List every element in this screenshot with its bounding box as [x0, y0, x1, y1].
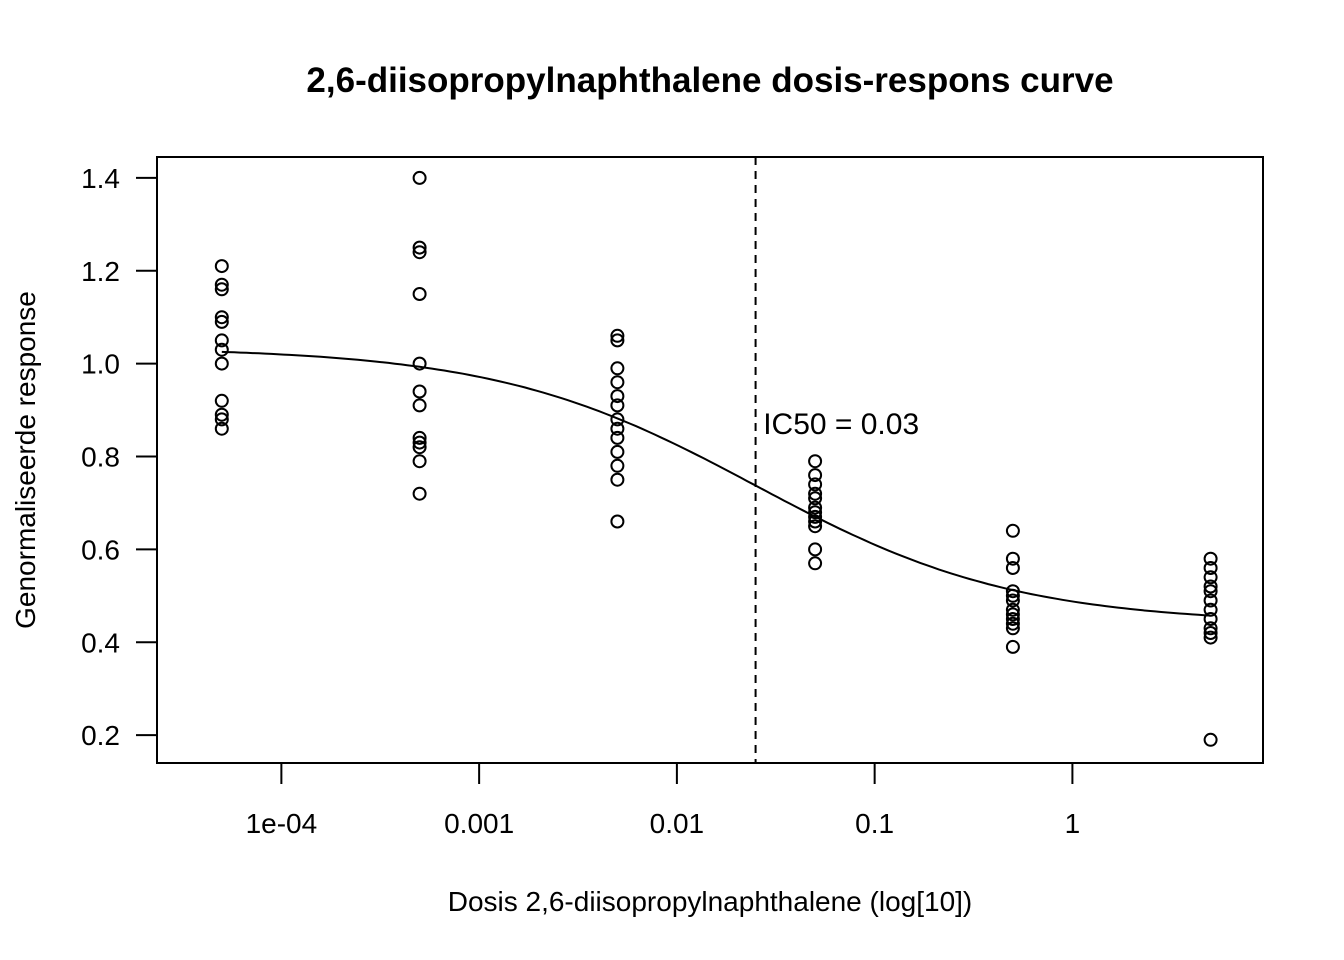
data-point-49 [1005, 523, 1020, 538]
data-point-30 [610, 412, 625, 427]
data-point-41 [808, 491, 823, 506]
data-point-23 [412, 486, 427, 501]
data-point-42 [808, 500, 823, 515]
y-axis-label: Genormaliseerde response [10, 291, 41, 629]
data-point-14 [412, 245, 427, 260]
data-point-2 [214, 282, 229, 297]
data-point-12 [412, 170, 427, 185]
data-point-25 [610, 333, 625, 348]
data-point-38 [808, 468, 823, 483]
data-point-45 [808, 514, 823, 529]
data-point-20 [412, 435, 427, 450]
data-point-50 [1005, 551, 1020, 566]
data-points [214, 170, 1218, 747]
data-point-5 [214, 333, 229, 348]
data-point-63 [1203, 570, 1218, 585]
data-point-53 [1005, 588, 1020, 603]
data-point-10 [214, 412, 229, 427]
data-point-44 [808, 509, 823, 524]
data-point-43 [808, 505, 823, 520]
x-axis: 1e-04 0.001 0.01 0.1 1 [246, 763, 1081, 839]
data-point-18 [412, 398, 427, 413]
data-point-11 [214, 421, 229, 436]
data-point-31 [610, 421, 625, 436]
data-point-65 [1203, 584, 1218, 599]
x-tick-label-4: 1 [1065, 808, 1081, 839]
data-point-52 [1005, 584, 1020, 599]
data-point-61 [1203, 551, 1218, 566]
x-axis-label: Dosis 2,6-diisopropylnaphthalene (log[10… [448, 886, 973, 917]
data-point-64 [1203, 579, 1218, 594]
data-point-1 [214, 277, 229, 292]
fit-curve [221, 350, 1211, 617]
data-point-54 [1005, 593, 1020, 608]
x-tick-label-2: 0.01 [650, 808, 705, 839]
data-point-27 [610, 375, 625, 390]
data-point-70 [1203, 626, 1218, 640]
data-point-36 [610, 514, 625, 529]
data-point-7 [214, 356, 229, 371]
data-point-37 [808, 454, 823, 469]
data-point-56 [1005, 607, 1020, 622]
data-point-9 [214, 407, 229, 422]
data-point-24 [610, 328, 625, 343]
y-tick-label-6: 1.4 [81, 163, 120, 194]
data-point-13 [412, 240, 427, 255]
data-point-4 [214, 314, 229, 329]
data-point-6 [214, 342, 229, 357]
data-point-72 [1203, 732, 1218, 747]
data-point-19 [412, 430, 427, 445]
data-point-32 [610, 430, 625, 445]
data-point-34 [610, 458, 625, 473]
y-tick-label-3: 0.8 [81, 442, 120, 473]
data-point-22 [412, 454, 427, 469]
data-point-21 [412, 440, 427, 455]
fit-curve-layer [221, 350, 1211, 617]
data-point-58 [1005, 616, 1020, 631]
data-point-16 [412, 356, 427, 371]
data-point-40 [808, 486, 823, 501]
y-tick-label-0: 0.2 [81, 720, 120, 751]
data-point-3 [214, 310, 229, 325]
data-point-68 [1203, 612, 1218, 626]
y-tick-label-1: 0.4 [81, 627, 120, 658]
data-point-60 [1005, 639, 1020, 654]
x-tick-label-1: 0.001 [444, 808, 514, 839]
data-point-59 [1005, 621, 1020, 636]
data-point-15 [412, 287, 427, 301]
data-point-35 [610, 472, 625, 487]
data-point-28 [610, 389, 625, 404]
x-tick-label-0: 1e-04 [246, 808, 318, 839]
data-point-17 [412, 384, 427, 399]
x-tick-label-3: 0.1 [855, 808, 894, 839]
ic50-annotation: IC50 = 0.03 [763, 408, 919, 441]
data-point-71 [1203, 630, 1218, 645]
data-point-57 [1005, 612, 1020, 626]
data-point-67 [1203, 602, 1218, 617]
y-tick-label-2: 0.6 [81, 534, 120, 565]
data-point-33 [610, 444, 625, 459]
data-point-39 [808, 477, 823, 492]
data-point-47 [808, 542, 823, 557]
data-point-62 [1203, 561, 1218, 575]
data-point-8 [214, 393, 229, 408]
chart-title: 2,6-diisopropylnaphthalene dosis-respons… [306, 61, 1113, 100]
plot-frame [156, 156, 1264, 764]
data-point-26 [610, 361, 625, 376]
data-point-29 [610, 398, 625, 413]
data-point-66 [1203, 593, 1218, 608]
data-point-48 [808, 556, 823, 571]
data-point-51 [1005, 561, 1020, 575]
y-tick-label-4: 1.0 [81, 349, 120, 380]
data-point-69 [1203, 621, 1218, 636]
y-axis: 0.2 0.4 0.6 0.8 1.0 1.2 1.4 [81, 163, 157, 751]
data-point-46 [808, 519, 823, 534]
data-point-0 [214, 259, 229, 274]
data-point-55 [1005, 602, 1020, 617]
y-tick-label-5: 1.2 [81, 256, 120, 287]
